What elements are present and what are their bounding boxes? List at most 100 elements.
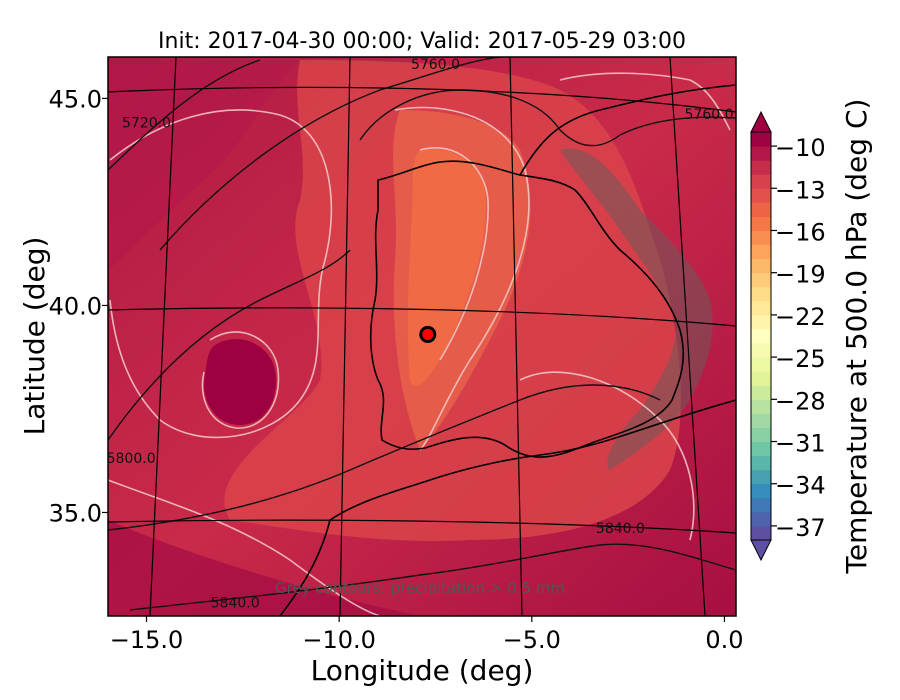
colorbar-band [751,469,771,485]
colorbar-band [751,286,771,302]
y-tick-label: 40.0 [49,292,102,320]
cold-pocket-west [204,339,276,425]
parallel-40 [108,307,736,327]
contour-label: 5840.0 [211,596,260,612]
colorbar-band [751,258,771,274]
meridian-minus5 [509,57,523,616]
colorbar-band [751,385,771,400]
colorbar-tick-label: −31 [775,430,826,458]
parallel-45 [108,86,736,113]
colorbar-band [751,371,771,386]
meridian-minus10 [339,57,351,616]
contour-label: 5840.0 [596,521,645,537]
y-axis-ticks: 35.0 40.0 45.0 [49,85,108,527]
colorbar-ticks: −10 −13 −16 −19 −22 −25 −28 −31 −34 −37 [771,134,826,542]
africa-coastline-south [279,519,331,616]
colorbar-band [751,132,771,147]
height-line [159,57,501,251]
colorbar-extend-top [750,110,772,133]
y-tick-label: 35.0 [49,499,102,527]
colorbar-label: Temperature at 500.0 hPa (deg C) [840,99,873,575]
colorbar-tick-label: −34 [775,472,826,500]
colorbar-band [751,230,771,246]
contour-label: 5760.0 [685,107,734,123]
colorbar: −10 −13 −16 −19 −22 −25 −28 −31 −34 −37 Temperatu… [750,99,873,575]
colorbar-band [751,300,771,316]
colorbar-band [751,483,771,499]
chart-title: Init: 2017-04-30 00:00; Valid: 2017-05-2… [158,29,686,54]
height-line [108,59,261,171]
colorbar-band [751,272,771,288]
colorbar-band [751,146,771,161]
colorbar-band [751,427,771,443]
colorbar-band [751,343,771,358]
france-coastline [519,84,736,176]
colorbar-band [751,525,771,541]
iberia-coastline [369,160,685,458]
colorbar-tick-label: −13 [775,176,826,204]
precip-contours-east [560,148,713,470]
cold-band-north [108,60,300,270]
colorbar-band [751,244,771,260]
x-tick-label: 0.0 [705,626,743,654]
colorbar-tick-label: −22 [775,303,826,331]
marker-dot [419,325,437,343]
colorbar-band [751,441,771,457]
temperature-field [108,60,713,616]
colorbar-tick-label: −16 [775,218,826,246]
y-tick-label: 45.0 [49,85,102,113]
africa-coastline [329,399,736,521]
colorbar-tick-label: −25 [775,345,826,373]
map-area: 5720.0 5760.0 5760.0 5800.0 5840.0 5840.0 Gre… [107,56,737,617]
x-axis-title: Longitude (deg) [311,654,534,687]
contour-label: 5720.0 [122,115,171,131]
graticule [108,57,736,616]
colorbar-band [751,497,771,513]
precip-annotation: Grey contours: precipitation > 0.5 mm [275,579,565,597]
colorbar-band [751,455,771,471]
location-marker [419,325,437,343]
colorbar-band [751,174,771,189]
isotherm-line [519,371,695,541]
height-line [129,543,736,611]
colorbar-bands [751,132,771,541]
y-axis-title: Latitude (deg) [18,237,51,436]
colorbar-tick-label: −37 [775,514,826,542]
x-tick-label: −15.0 [110,626,184,654]
cold-band-south [108,520,420,616]
contour-label: 5800.0 [107,451,156,467]
colorbar-band [751,357,771,372]
meridian-0 [669,57,706,616]
meridian-minus15 [149,57,177,616]
colorbar-band [751,413,771,428]
isotherm-line [419,147,489,361]
colorbar-tick-label: −10 [775,134,826,162]
plot-frame [107,56,737,617]
geopotential-contour-lines [108,57,736,611]
x-tick-label: −10.0 [302,626,376,654]
parallel-35 [108,519,736,534]
contour-labels: 5720.0 5760.0 5760.0 5800.0 5840.0 5840.0 [107,57,734,612]
colorbar-band [751,188,771,203]
isotherm-line [201,331,280,429]
height-line [359,89,736,147]
colorbar-band [751,216,771,231]
colorbar-band [751,399,771,414]
height-line [108,249,351,441]
colorbar-frame [750,131,772,541]
x-axis-ticks: −15.0 −10.0 −5.0 0.0 [110,616,744,654]
colorbar-tick-label: −28 [775,387,826,415]
colorbar-band [751,314,771,330]
colorbar-band [751,160,771,175]
coastlines [279,84,736,616]
colorbar-extend-bottom [750,539,772,562]
height-line [108,384,661,531]
isotherm-line [108,479,381,616]
colorbar-band [751,511,771,527]
contour-label: 5760.0 [411,57,460,73]
x-tick-label: −5.0 [503,626,561,654]
colorbar-band [751,202,771,217]
isotherm-line [394,106,530,451]
colorbar-tick-label: −19 [775,261,826,289]
